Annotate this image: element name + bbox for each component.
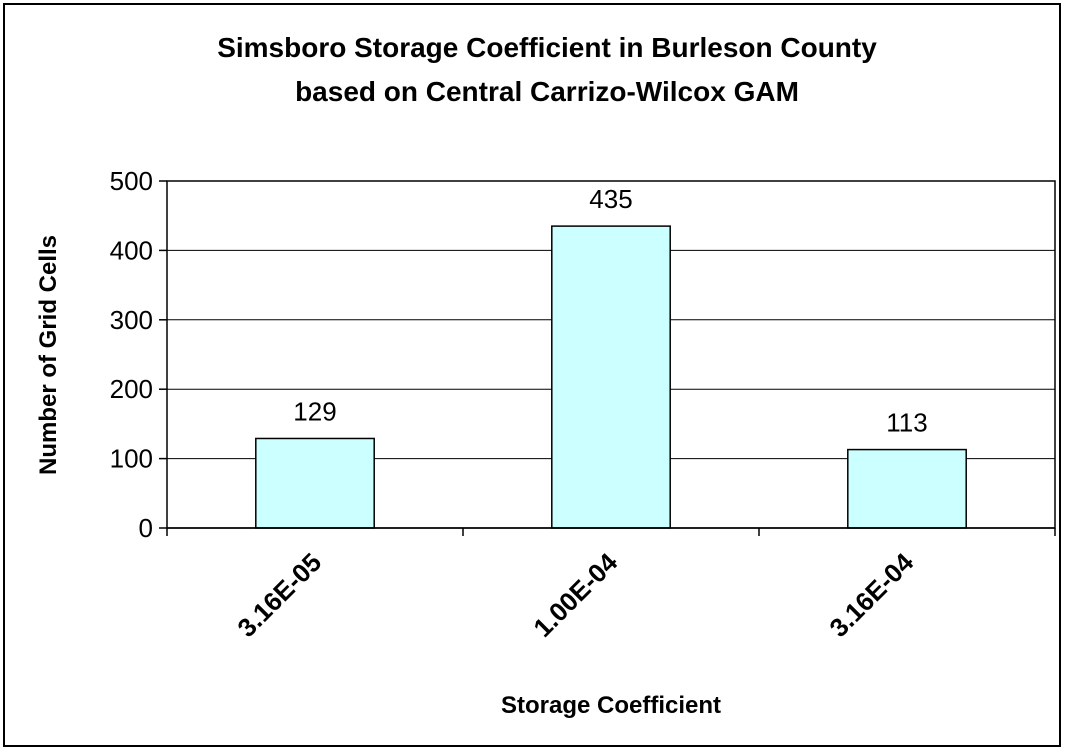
bar-3.16E-05 <box>255 437 375 529</box>
data-label-1.00E-04: 435 <box>589 184 632 214</box>
x-tick-label-1.00E-04: 1.00E-04 <box>527 547 623 643</box>
y-axis-title: Number of Grid Cells <box>35 235 62 475</box>
x-axis-title: Storage Coefficient <box>501 692 721 719</box>
bar-1.00E-04 <box>551 225 671 529</box>
chart-frame <box>3 3 1061 747</box>
x-tick-label-3.16E-04: 3.16E-04 <box>823 547 919 643</box>
y-tick-label-200: 200 <box>110 374 153 404</box>
y-tick-label-0: 0 <box>139 513 153 543</box>
data-label-3.16E-05: 129 <box>293 396 336 426</box>
x-tick-label-3.16E-05: 3.16E-05 <box>231 547 327 643</box>
bars <box>255 225 967 529</box>
bar-3.16E-04 <box>847 448 967 529</box>
chart-title-line-2: based on Central Carrizo-Wilcox GAM <box>295 76 799 107</box>
y-tick-label-400: 400 <box>110 235 153 265</box>
axes <box>159 180 1056 536</box>
data-label-3.16E-04: 113 <box>886 408 927 438</box>
labels: 0 100 200 300 400 500 129 3.16E-05 435 1.00E-04 11… <box>110 166 928 643</box>
y-tick-label-500: 500 <box>110 166 153 196</box>
y-tick-label-100: 100 <box>110 444 153 474</box>
y-tick-label-300: 300 <box>110 305 153 335</box>
chart-title-line-1: Simsboro Storage Coefficient in Burleson… <box>217 32 877 63</box>
